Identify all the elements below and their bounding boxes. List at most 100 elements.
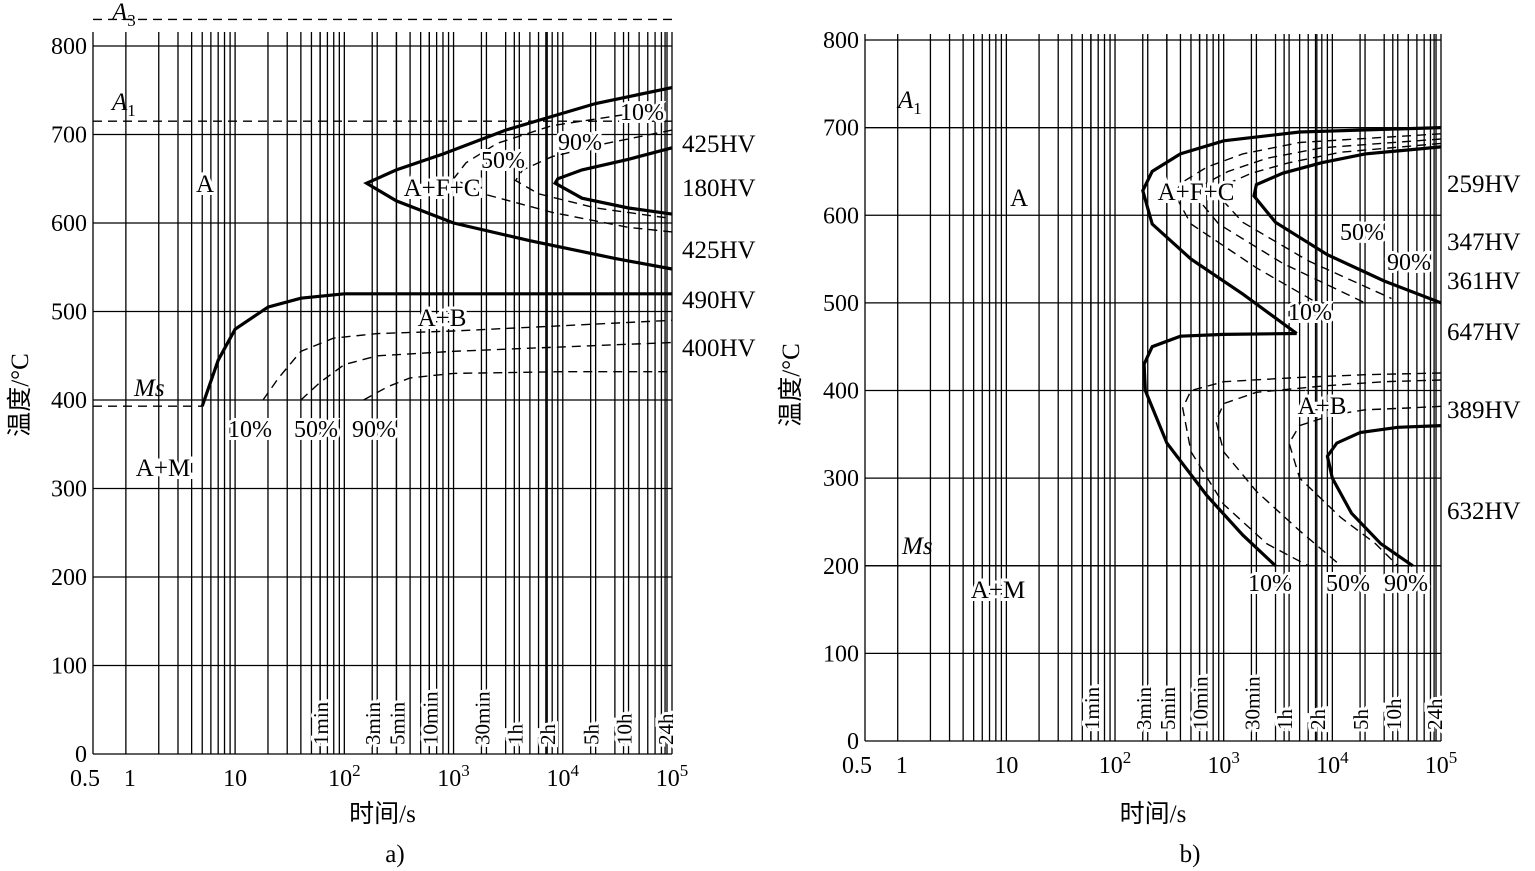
y-tick-label: 200: [823, 554, 859, 580]
time-marker-label: 30min: [1240, 676, 1264, 730]
time-marker-label: 30min: [470, 691, 494, 745]
hardness-label: 425HV: [682, 131, 756, 158]
time-marker-label: 1h: [1273, 709, 1297, 731]
y-tick-label: 100: [51, 654, 87, 680]
region-label: A+F+C: [1158, 179, 1235, 206]
percent-label: 50%: [1326, 571, 1370, 597]
reference-label-a1: A1: [110, 89, 136, 120]
series-curve: [363, 371, 672, 401]
y-tick-label: 300: [51, 477, 87, 503]
y-tick-label: 0: [75, 742, 87, 768]
percent-label: 50%: [1340, 220, 1384, 246]
time-marker-label: 1h: [503, 724, 527, 746]
time-marker-label: 5min: [1156, 686, 1180, 730]
region-label: A: [1010, 185, 1028, 212]
panel-caption: b): [1180, 841, 1201, 868]
percent-label: 90%: [1387, 250, 1431, 276]
y-tick-label: 500: [823, 291, 859, 317]
time-marker-label: 24h: [1423, 698, 1447, 730]
y-tick-label: 300: [823, 466, 859, 492]
series-curve: [1325, 424, 1442, 568]
x-tick-label: 10: [994, 753, 1018, 779]
y-tick-label: 700: [823, 116, 859, 142]
percent-label: 50%: [481, 148, 525, 174]
time-marker-label: 1min: [309, 701, 333, 745]
series-curve: [452, 111, 673, 233]
series-curve: [1252, 145, 1442, 305]
percent-label: 10%: [1248, 571, 1292, 597]
time-marker-label: 1min: [1080, 686, 1104, 730]
y-tick-label: 500: [51, 300, 87, 326]
time-marker-label: 10h: [613, 713, 637, 745]
x-tick-label: 105: [1425, 748, 1458, 779]
hardness-label: 490HV: [682, 287, 756, 314]
reference-label-a1: A1: [896, 87, 922, 118]
x-tick-label: 10: [223, 766, 247, 792]
y-axis-title: 温度/°C: [777, 343, 805, 427]
series-curve: [552, 146, 673, 216]
region-label: A+M: [971, 577, 1025, 604]
hardness-label: 647HV: [1447, 319, 1521, 346]
y-tick-label: 100: [823, 641, 859, 667]
percent-label: 90%: [1384, 571, 1428, 597]
series-curve: [1288, 405, 1442, 567]
x-tick-label: 102: [328, 761, 361, 792]
x-tick-label: 1: [124, 766, 136, 792]
series-curve: [1181, 372, 1442, 567]
percent-label: 90%: [558, 130, 602, 156]
y-axis-title: 温度/°C: [6, 353, 34, 437]
region-label: A: [196, 171, 214, 198]
x-tick-label: 103: [437, 761, 470, 792]
hardness-label: 632HV: [1447, 498, 1521, 525]
chart-panel-2: 1min 3min 5min 10min 30min 1h 2h 5h 10h 24hA1Ms01…: [777, 28, 1521, 868]
x-tick-label: 102: [1099, 748, 1132, 779]
time-marker-label: 24h: [654, 713, 678, 745]
series-curve: [1141, 126, 1442, 335]
time-marker-label: 2h: [1306, 709, 1330, 731]
reference-label-a3: A3: [110, 0, 136, 30]
time-marker-label: 10min: [418, 691, 442, 745]
hardness-label: 180HV: [682, 175, 756, 202]
time-marker-label: 5min: [385, 701, 409, 745]
time-marker-label: 3min: [1132, 686, 1156, 730]
series-curve: [262, 319, 673, 401]
y-tick-label: 600: [51, 211, 87, 237]
y-tick-label: 400: [823, 379, 859, 405]
y-tick-label: 400: [51, 388, 87, 414]
series-curve: [300, 341, 673, 401]
y-tick-label: 600: [823, 203, 859, 229]
time-marker-label: 2h: [536, 724, 560, 746]
x-tick-label: 104: [1316, 748, 1349, 779]
hardness-label: 361HV: [1447, 268, 1521, 295]
time-marker-label: 10min: [1189, 676, 1213, 730]
series-curve: [1217, 142, 1442, 300]
reference-label-ms: Ms: [133, 375, 165, 402]
hardness-label: 400HV: [682, 335, 756, 362]
percent-label: 10%: [228, 417, 272, 443]
hardness-label: 259HV: [1447, 171, 1521, 198]
x-tick-label: 103: [1207, 748, 1240, 779]
y-tick-label: 0: [847, 729, 859, 755]
time-marker-label: 3min: [361, 701, 385, 745]
chart-panel-1: 1min 3min 5min 10min 30min 1h 2h 5h 10h 24hA3A1Ms…: [6, 0, 756, 868]
y-tick-label: 800: [51, 34, 87, 60]
y-tick-label: 700: [51, 123, 87, 149]
hardness-label: 347HV: [1447, 229, 1521, 256]
time-marker-label: 10h: [1382, 698, 1406, 730]
region-label: A+B: [1298, 393, 1347, 420]
percent-label: 10%: [1288, 300, 1332, 326]
percent-label: 90%: [352, 417, 396, 443]
series-curve: [1194, 138, 1442, 304]
region-label: A+F+C: [404, 175, 481, 202]
series-curve: [363, 86, 673, 271]
x-tick-label: 105: [656, 761, 689, 792]
y-tick-label: 200: [51, 565, 87, 591]
y-tick-label: 800: [823, 28, 859, 54]
x-tick-label: 104: [547, 761, 580, 792]
region-label: A+M: [136, 455, 190, 482]
time-marker-label: 5h: [1349, 709, 1373, 731]
series-curve: [1142, 331, 1297, 567]
series-curve: [1173, 133, 1442, 313]
percent-label: 10%: [620, 100, 664, 126]
